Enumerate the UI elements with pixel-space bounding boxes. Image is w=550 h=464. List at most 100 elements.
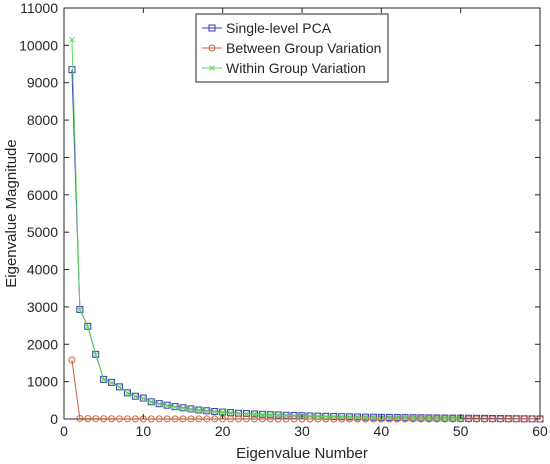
data-point — [338, 413, 345, 420]
data-point — [354, 414, 361, 420]
data-point — [77, 307, 83, 313]
data-point — [433, 415, 441, 423]
data-point — [386, 414, 393, 421]
data-point — [346, 414, 353, 420]
data-point — [520, 415, 528, 423]
data-point — [401, 415, 409, 423]
legend-label: Between Group Variation — [226, 40, 381, 56]
data-point — [449, 415, 457, 423]
data-point — [275, 412, 282, 419]
data-point — [171, 415, 179, 423]
x-tick-label: 50 — [453, 423, 469, 439]
x-tick-label: 40 — [374, 423, 390, 439]
data-point — [227, 415, 235, 423]
x-axis-label: Eigenvalue Number — [236, 445, 368, 462]
data-point — [409, 415, 417, 423]
data-point — [123, 415, 131, 423]
data-point — [235, 415, 243, 423]
data-point — [251, 411, 258, 417]
legend-marker — [209, 65, 215, 71]
data-point — [100, 415, 108, 423]
x-tick-label: 0 — [60, 423, 68, 439]
data-point — [68, 356, 76, 364]
y-tick-label: 9000 — [27, 75, 58, 91]
data-point — [346, 415, 354, 423]
data-point — [132, 393, 139, 400]
data-point — [354, 415, 362, 423]
data-point — [330, 413, 337, 420]
data-point — [116, 415, 124, 423]
data-point — [496, 415, 504, 423]
y-tick-label: 7000 — [27, 149, 58, 165]
data-point — [266, 415, 274, 423]
data-point — [155, 415, 163, 423]
legend-label: Single-level PCA — [226, 20, 332, 36]
data-point — [426, 415, 432, 421]
data-point — [267, 412, 274, 418]
data-point — [322, 413, 329, 420]
data-point — [235, 410, 242, 417]
data-point — [116, 384, 123, 391]
data-point — [148, 399, 155, 406]
series-layer — [68, 36, 544, 423]
data-point — [203, 408, 210, 415]
data-point — [196, 407, 202, 414]
data-point — [180, 405, 186, 412]
data-point — [425, 415, 433, 423]
y-tick-label: 5000 — [27, 224, 58, 240]
y-axis-label: Eigenvalue Magnitude — [3, 139, 20, 287]
y-tick-label: 4000 — [27, 262, 58, 278]
data-point — [473, 415, 481, 423]
legend-marker — [208, 44, 216, 52]
y-tick-label: 1000 — [27, 374, 58, 390]
x-tick-label: 60 — [532, 423, 548, 439]
data-point — [441, 415, 448, 421]
data-point — [100, 375, 108, 383]
data-point — [187, 415, 195, 423]
data-point — [250, 415, 258, 423]
data-point — [258, 415, 266, 423]
y-tick-label: 6000 — [27, 187, 58, 203]
data-point — [330, 415, 338, 423]
legend: Single-level PCA Between Group Variation W… — [195, 13, 389, 83]
data-point — [394, 414, 401, 421]
x-tick-label: 30 — [294, 423, 310, 439]
data-point — [211, 409, 218, 415]
data-point — [84, 323, 91, 330]
data-point — [393, 415, 401, 423]
data-point — [92, 351, 99, 358]
data-point — [68, 66, 76, 74]
data-point — [291, 412, 297, 419]
data-point — [480, 415, 488, 423]
data-point — [441, 415, 449, 423]
data-point — [315, 413, 321, 420]
series-line — [71, 39, 461, 419]
legend-box — [195, 13, 389, 83]
data-point — [410, 414, 416, 421]
data-point — [488, 415, 496, 423]
data-point — [84, 415, 92, 423]
legend-marker — [208, 24, 216, 32]
data-point — [123, 389, 131, 397]
data-point — [369, 415, 377, 423]
data-point — [140, 395, 147, 402]
data-point — [163, 415, 171, 423]
data-point — [69, 36, 75, 43]
data-point — [338, 415, 346, 423]
data-point — [100, 376, 107, 383]
y-tick-label: 3000 — [27, 299, 58, 315]
data-point — [108, 378, 116, 386]
data-point — [361, 415, 369, 423]
y-tick-label: 0 — [50, 411, 58, 427]
legend-label: Within Group Variation — [226, 60, 366, 76]
legend-item: Single-level PCA — [202, 20, 332, 36]
data-point — [211, 415, 219, 423]
axes-layer: 0 10 20 30 40 50 60 0 1000 2000 3000 4000 5000 6000 70… — [19, 0, 548, 439]
data-point — [227, 410, 234, 416]
data-point — [417, 415, 425, 423]
data-point — [274, 415, 282, 423]
data-point — [307, 413, 313, 419]
legend-item: Between Group Variation — [202, 40, 381, 56]
data-point — [156, 401, 163, 407]
